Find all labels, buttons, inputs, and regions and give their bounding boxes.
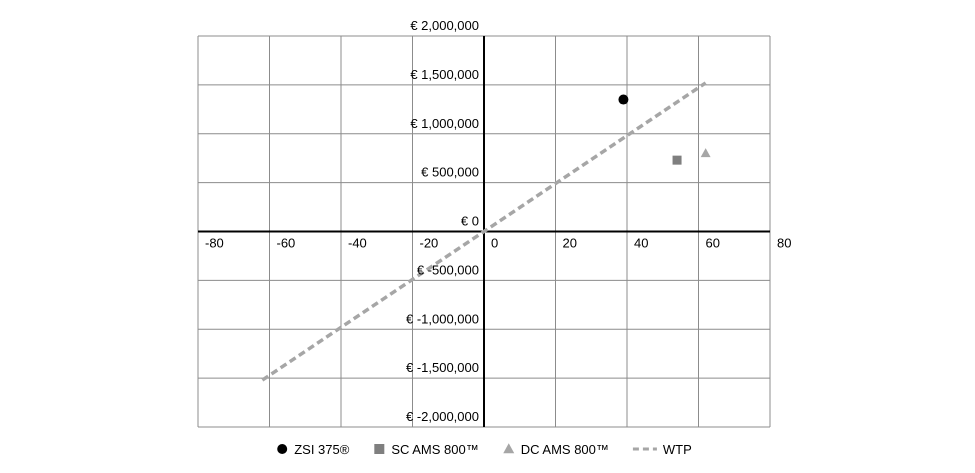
legend-label: WTP	[663, 442, 692, 457]
x-tick-label: 0	[491, 236, 498, 251]
x-tick-labels: -80 -60 -40 -20 0 20 40 60 80	[205, 236, 791, 251]
legend-label: SC AMS 800™	[391, 442, 478, 457]
legend-item: SC AMS 800™	[374, 442, 479, 457]
x-tick-label: -40	[348, 236, 367, 251]
x-tick-label: 40	[634, 236, 648, 251]
legend-marker-circle	[277, 444, 288, 454]
legend-marker-square	[374, 444, 385, 454]
x-tick-label: 20	[563, 236, 577, 251]
legend-label: ZSI 375®	[294, 442, 350, 457]
y-tick-label: € -1,500,000	[406, 360, 479, 375]
legend-marker-triangle	[503, 443, 515, 454]
legend-item: ZSI 375®	[277, 442, 350, 457]
legend: ZSI 375® SC AMS 800™ DC AMS 800™ WTP	[277, 442, 692, 457]
data-point-triangle	[700, 148, 711, 158]
legend-item: DC AMS 800™	[503, 442, 609, 457]
x-tick-label: -60	[277, 236, 296, 251]
data-point-square	[672, 155, 682, 165]
y-tick-label: € -1,000,000	[406, 311, 479, 326]
y-tick-label: € 500,000	[421, 165, 479, 180]
y-tick-label: € 0	[461, 214, 479, 229]
y-tick-label: € -500,000	[417, 262, 479, 277]
data-series	[261, 81, 711, 382]
x-tick-label: -80	[205, 236, 224, 251]
legend-item: WTP	[632, 442, 692, 457]
y-tick-label: € 1,500,000	[410, 67, 479, 82]
x-tick-label: 80	[777, 236, 791, 251]
y-tick-label: € -2,000,000	[406, 409, 479, 424]
x-tick-label: 60	[706, 236, 720, 251]
y-tick-label: € 1,000,000	[410, 116, 479, 131]
wtp-line	[261, 81, 707, 382]
x-tick-label: -20	[420, 236, 439, 251]
legend-label: DC AMS 800™	[521, 442, 609, 457]
y-tick-labels: € 2,000,000 € 1,500,000 € 1,000,000 € 500,0…	[406, 18, 479, 424]
y-tick-label: € 2,000,000	[410, 18, 479, 33]
data-point-circle	[618, 94, 629, 105]
